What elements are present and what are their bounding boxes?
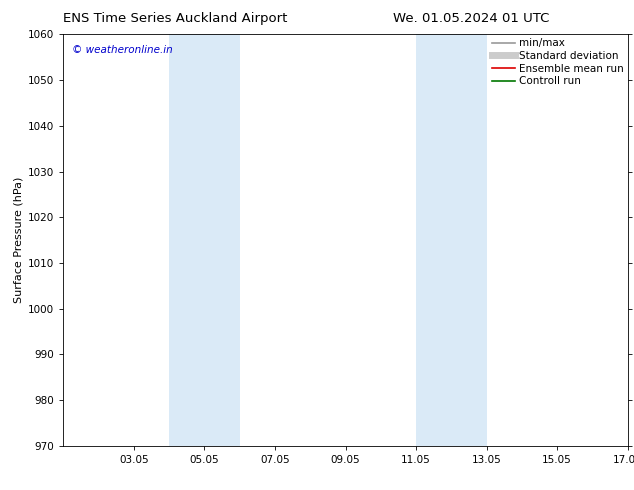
Text: We. 01.05.2024 01 UTC: We. 01.05.2024 01 UTC xyxy=(393,12,550,25)
Legend: min/max, Standard deviation, Ensemble mean run, Controll run: min/max, Standard deviation, Ensemble me… xyxy=(489,36,626,88)
Y-axis label: Surface Pressure (hPa): Surface Pressure (hPa) xyxy=(14,177,24,303)
Text: ENS Time Series Auckland Airport: ENS Time Series Auckland Airport xyxy=(63,12,288,25)
Bar xyxy=(169,34,240,446)
Bar xyxy=(416,34,487,446)
Text: © weatheronline.in: © weatheronline.in xyxy=(72,45,172,54)
